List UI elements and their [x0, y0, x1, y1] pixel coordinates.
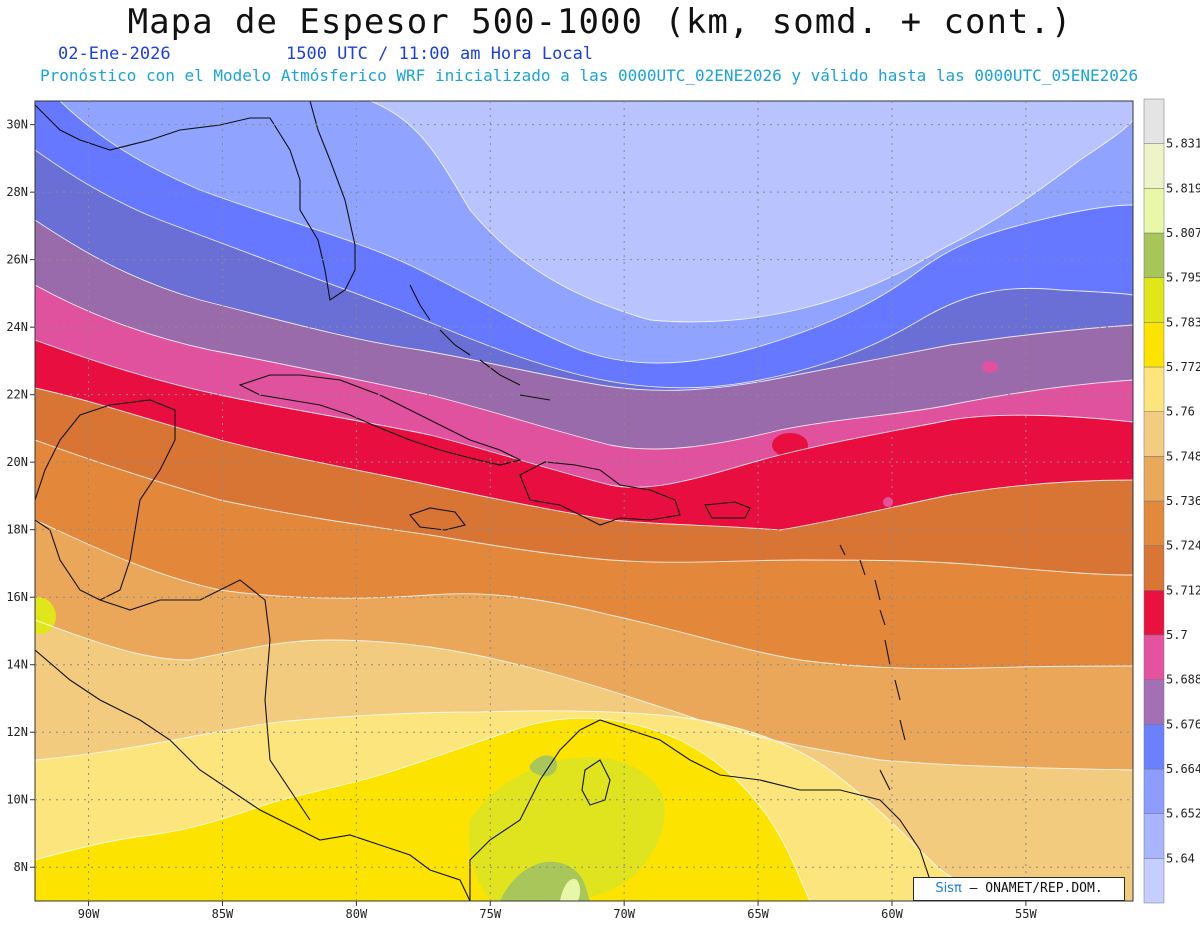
- contour-blob-pink-2: [883, 497, 893, 507]
- colorbar-swatch: [1143, 679, 1165, 725]
- colorbar-label: 5.676: [1166, 717, 1200, 731]
- coast-central-america-north: [99, 579, 311, 821]
- contour-spot-yellow: [35, 597, 56, 635]
- lat-tick-label: 28N: [6, 185, 28, 199]
- colorbar-label: 5.736: [1166, 494, 1200, 508]
- lat-tick-label: 18N: [6, 523, 28, 537]
- axis-labels: 90W 85W 80W 75W 70W 65W 60W 55W 30N 28N 26N 24N 22N 2…: [6, 118, 1037, 921]
- colorbar-swatch: [1143, 277, 1165, 323]
- colorbar-swatch: [1143, 768, 1165, 814]
- contour-fill: [35, 101, 1133, 901]
- colorbar-swatch: [1143, 232, 1165, 278]
- colorbar-label: 5.688: [1166, 673, 1200, 687]
- colorbar-swatch: [1143, 858, 1165, 904]
- lat-tick-label: 20N: [6, 455, 28, 469]
- colorbar-label: 5.664: [1166, 762, 1200, 776]
- lat-tick-label: 14N: [6, 658, 28, 672]
- colorbar-label: 5.795: [1166, 271, 1200, 285]
- coast-central-america: [35, 649, 471, 901]
- colorbar-swatch: [1143, 366, 1165, 412]
- lat-tick-label: 12N: [6, 725, 28, 739]
- lat-tick-label: 8N: [14, 860, 28, 874]
- colorbar-label: 5.783: [1166, 315, 1200, 329]
- forecast-date: 02-Ene-2026: [58, 44, 171, 64]
- lat-tick-label: 16N: [6, 590, 28, 604]
- lon-tick-label: 70W: [613, 907, 635, 921]
- lon-tick-label: 55W: [1015, 907, 1037, 921]
- lon-tick-label: 60W: [881, 907, 903, 921]
- coast-south-america: [469, 719, 941, 901]
- lat-tick-label: 24N: [6, 320, 28, 334]
- lon-tick-label: 90W: [78, 907, 100, 921]
- coast-jamaica: [409, 507, 466, 531]
- lat-tick-label: 30N: [6, 118, 28, 132]
- credit-box: Sisπ – ONAMET/REP.DOM.: [913, 877, 1125, 901]
- contour-band-5795: [468, 757, 665, 901]
- contour-band-5819: [560, 879, 581, 901]
- colorbar-label: 5.7: [1166, 628, 1188, 642]
- colorbar-label: 5.772: [1166, 360, 1200, 374]
- colorbar-label: 5.652: [1166, 807, 1200, 821]
- coast-florida: [35, 101, 356, 301]
- colorbar-swatch: [1143, 813, 1165, 859]
- lat-tick-label: 22N: [6, 388, 28, 402]
- colorbar-label: 5.819: [1166, 181, 1200, 195]
- lat-tick-label: 10N: [6, 793, 28, 807]
- colorbar-swatch: [1143, 724, 1165, 770]
- lon-tick-label: 65W: [747, 907, 769, 921]
- contour-blob-pink-1: [982, 361, 998, 373]
- contour-band-5807b: [529, 755, 558, 777]
- colorbar-swatch: [1143, 98, 1165, 144]
- colorbar-swatch: [1143, 545, 1165, 591]
- credit-text: – ONAMET/REP.DOM.: [969, 881, 1103, 896]
- colorbar-swatch: [1143, 456, 1165, 502]
- colorbar-swatch: [1143, 590, 1165, 636]
- colorbar-label: 5.831: [1166, 137, 1200, 151]
- colorbar-swatch: [1143, 143, 1165, 189]
- lat-lon-grid: [30, 101, 1133, 906]
- colorbar-swatch: [1143, 500, 1165, 546]
- colorbar-swatch: [1143, 411, 1165, 457]
- contour-lines: [35, 101, 1133, 901]
- lon-tick-label: 85W: [212, 907, 234, 921]
- colorbar-swatch: [1143, 634, 1165, 680]
- colorbar-swatch: [1143, 188, 1165, 234]
- colorbar-label: 5.724: [1166, 539, 1200, 553]
- lon-tick-label: 75W: [479, 907, 501, 921]
- colorbar-label: 5.76: [1166, 405, 1195, 419]
- colorbar-label: 5.807: [1166, 226, 1200, 240]
- lat-tick-label: 26N: [6, 253, 28, 267]
- coast-bahamas: [409, 284, 551, 401]
- plot-frame: [34, 100, 1134, 902]
- contour-blob-red-1: [772, 433, 808, 457]
- coast-lake-maracaibo: [581, 759, 611, 806]
- coast-lesser-antilles: [839, 544, 906, 791]
- sispi-logo: Sisπ: [935, 881, 962, 896]
- coast-cuba: [238, 374, 522, 466]
- coastlines: [35, 101, 941, 901]
- forecast-description: Pronóstico con el Modelo Atmósferico WRF…: [40, 66, 1139, 85]
- colorbar: 5.64 5.652 5.664 5.676 5.688 5.7 5.712 5.724 5.7…: [1143, 98, 1200, 904]
- colorbar-swatch: [1143, 322, 1165, 368]
- colorbar-label: 5.712: [1166, 583, 1200, 597]
- coast-yucatan: [35, 399, 176, 601]
- colorbar-label: 5.748: [1166, 449, 1200, 463]
- forecast-time: 1500 UTC / 11:00 am Hora Local: [286, 44, 594, 64]
- coast-hispaniola: [519, 461, 681, 526]
- map-title: Mapa de Espesor 500-1000 (km, somd. + co…: [127, 2, 1073, 42]
- colorbar-label: 5.64: [1166, 851, 1195, 865]
- lon-tick-label: 80W: [346, 907, 368, 921]
- coast-puerto-rico: [704, 501, 751, 519]
